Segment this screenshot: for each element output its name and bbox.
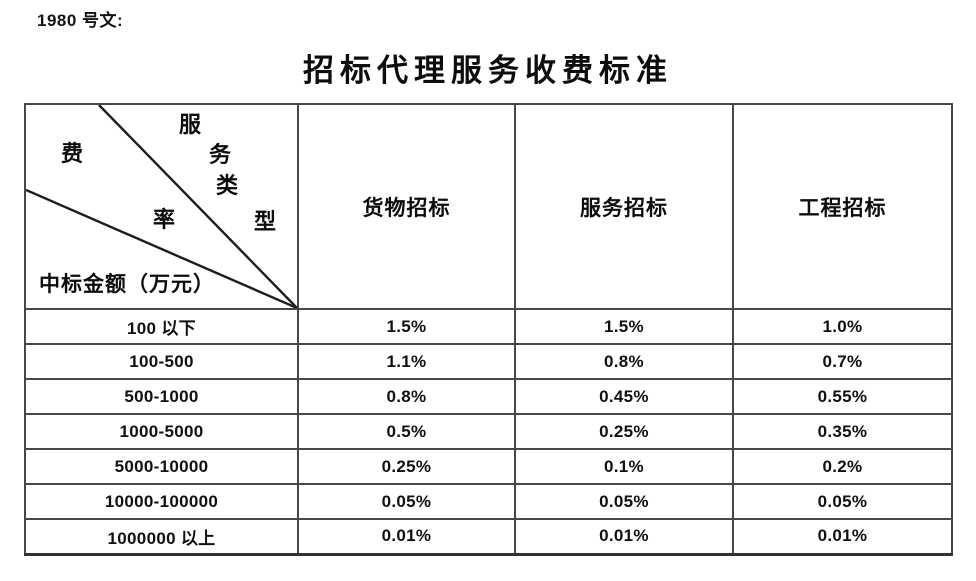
corner-service-type-char: 务 [209,142,232,167]
column-header-engineering: 工程招标 [732,103,953,310]
diagonal-divider-lines [27,106,296,307]
table-row: 1000000 以上 0.01% 0.01% 0.01% [24,518,953,555]
fee-value: 0.7% [732,343,953,380]
fee-value: 0.2% [732,448,953,485]
fee-value: 0.35% [732,413,953,450]
table-corner-cell: 服 务 类 型 费 率 中标金额（万元） [24,103,299,310]
column-header-goods: 货物招标 [297,103,516,310]
fee-value: 0.05% [297,483,516,520]
table-row: 1000-5000 0.5% 0.25% 0.35% [24,413,953,450]
fee-value: 0.01% [732,518,953,555]
row-label: 100 以下 [24,308,299,345]
fee-value: 1.5% [297,308,516,345]
table-row: 100-500 1.1% 0.8% 0.7% [24,343,953,380]
corner-fee-rate-char: 率 [153,207,176,232]
row-label: 1000000 以上 [24,518,299,555]
header-row: 服 务 类 型 费 率 中标金额（万元） 货物招标 服务招标 工程招标 [24,103,953,310]
fee-value: 0.05% [514,483,734,520]
corner-service-type-char: 类 [216,173,239,198]
corner-fee-rate-char: 费 [61,141,84,166]
row-label: 1000-5000 [24,413,299,450]
fee-value: 0.8% [297,378,516,415]
fee-value: 0.05% [732,483,953,520]
fee-value: 0.01% [297,518,516,555]
corner-wrap: 服 务 类 型 费 率 中标金额（万元） [27,106,296,307]
corner-service-type-char: 服 [179,112,202,137]
corner-amount-label: 中标金额（万元） [39,272,215,296]
fee-value: 0.1% [514,448,734,485]
fee-value: 0.25% [514,413,734,450]
table-row: 500-1000 0.8% 0.45% 0.55% [24,378,953,415]
fee-value: 0.01% [514,518,734,555]
column-header-service: 服务招标 [514,103,734,310]
table-row: 10000-100000 0.05% 0.05% 0.05% [24,483,953,520]
fee-value: 1.0% [732,308,953,345]
row-label: 500-1000 [24,378,299,415]
doc-number: 1980 号文: [37,11,124,30]
row-label: 100-500 [24,343,299,380]
table-row: 5000-10000 0.25% 0.1% 0.2% [24,448,953,485]
corner-service-type-char: 型 [254,209,277,234]
fee-value: 0.55% [732,378,953,415]
row-label: 10000-100000 [24,483,299,520]
fee-value: 0.8% [514,343,734,380]
fee-value: 0.5% [297,413,516,450]
fee-value: 1.1% [297,343,516,380]
row-label: 5000-10000 [24,448,299,485]
table-row: 100 以下 1.5% 1.5% 1.0% [24,308,953,345]
page-title: 招标代理服务收费标准 [303,53,673,88]
fee-value: 1.5% [514,308,734,345]
fee-table: 服 务 类 型 费 率 中标金额（万元） 货物招标 服务招标 工程招标 100 … [24,103,953,556]
fee-value: 0.45% [514,378,734,415]
fee-value: 0.25% [297,448,516,485]
